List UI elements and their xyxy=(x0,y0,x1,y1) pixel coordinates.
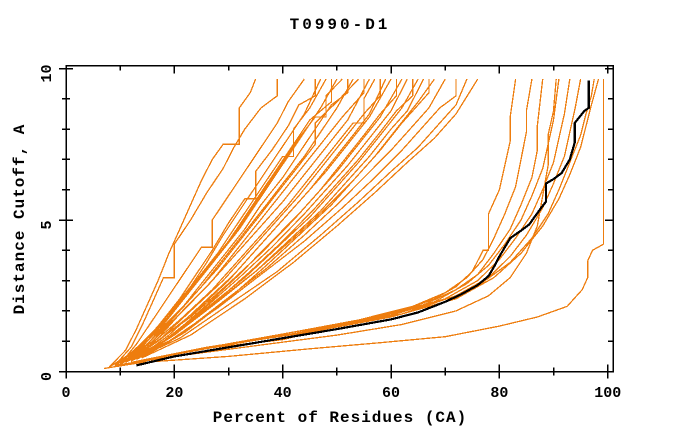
model-curve xyxy=(119,78,354,365)
x-tick-label: 20 xyxy=(165,385,183,402)
model-curve xyxy=(103,79,605,370)
model-curve xyxy=(114,79,278,366)
model-curve xyxy=(114,78,403,366)
model-curve xyxy=(114,78,343,366)
chart-title: T0990-D1 xyxy=(289,16,391,34)
x-tick-label: 80 xyxy=(490,385,508,402)
model-curve xyxy=(119,78,419,365)
axis-border xyxy=(65,64,614,373)
model-curve xyxy=(125,78,435,363)
model-curve xyxy=(119,78,392,365)
model-curve xyxy=(136,78,446,360)
model-curve xyxy=(108,78,257,368)
model-curve xyxy=(108,78,359,368)
model-curve xyxy=(130,78,425,362)
y-tick-label: 5 xyxy=(39,220,56,229)
y-tick-label: 0 xyxy=(39,372,56,381)
x-tick-label: 60 xyxy=(382,385,400,402)
model-curve xyxy=(119,78,370,365)
highlighted-model-curve xyxy=(136,80,590,367)
model-curve xyxy=(130,78,468,362)
model-curve xyxy=(141,78,479,359)
model-curve xyxy=(125,79,381,363)
x-tick-label: 0 xyxy=(61,385,70,402)
model-curve xyxy=(119,78,305,365)
y-tick-label: 10 xyxy=(39,64,56,82)
x-tick-label: 100 xyxy=(594,385,621,402)
model-curve xyxy=(141,79,571,362)
model-curve xyxy=(108,78,327,368)
model-curve xyxy=(136,79,560,363)
x-tick-label: 40 xyxy=(274,385,292,402)
model-curve xyxy=(114,79,316,366)
x-axis-title: Percent of Residues (CA) xyxy=(212,409,468,427)
model-curve xyxy=(119,79,457,365)
model-curve xyxy=(141,78,533,362)
model-curve xyxy=(130,78,600,364)
